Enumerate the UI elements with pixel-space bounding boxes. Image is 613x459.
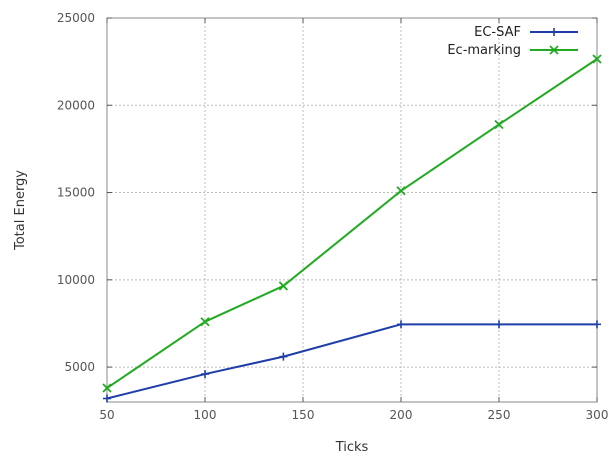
legend: EC-SAF Ec-marking	[447, 25, 578, 58]
legend-label: Ec-marking	[447, 43, 521, 58]
x-tick-label: 250	[488, 408, 511, 422]
x-tick-label: 200	[390, 408, 413, 422]
data-point	[397, 320, 405, 329]
series-ec-saf	[103, 320, 601, 403]
x-tick-label: 50	[99, 408, 114, 422]
x-axis-title: Ticks	[335, 440, 369, 455]
data-point	[102, 383, 112, 393]
data-point	[592, 54, 602, 64]
series-line-ec-saf	[106, 323, 597, 400]
y-tick-label: 15000	[57, 186, 95, 200]
x-tick-label: 300	[586, 408, 609, 422]
y-tick-label: 10000	[57, 273, 95, 287]
legend-marker	[550, 28, 558, 36]
data-point	[201, 370, 209, 379]
data-point	[593, 320, 601, 329]
data-point	[103, 394, 111, 403]
plot-frame	[106, 17, 598, 403]
y-tick-label: 5000	[64, 360, 95, 374]
legend-label: EC-SAF	[474, 25, 521, 40]
series-line-ec-marking	[106, 58, 598, 389]
axes-layer: 50 100 150 200 250 300 5000 10000 15000 20000 2500…	[57, 11, 609, 422]
y-tick-label: 25000	[57, 11, 95, 25]
data-point	[279, 352, 288, 361]
x-tick-label: 150	[292, 408, 315, 422]
legend-item-ec-saf: EC-SAF	[474, 25, 578, 40]
y-tick-label: 20000	[57, 98, 95, 112]
y-axis-title: Total Energy	[13, 170, 28, 251]
series-layer	[102, 54, 602, 403]
grid-layer	[106, 17, 598, 402]
series-ec-marking	[102, 54, 602, 393]
data-point	[396, 186, 406, 196]
data-point	[495, 320, 503, 329]
legend-marker	[549, 45, 559, 55]
data-point	[200, 317, 210, 327]
data-point	[278, 281, 289, 291]
legend-item-ec-marking: Ec-marking	[447, 43, 578, 58]
data-point	[494, 119, 504, 130]
x-tick-label: 100	[194, 408, 217, 422]
